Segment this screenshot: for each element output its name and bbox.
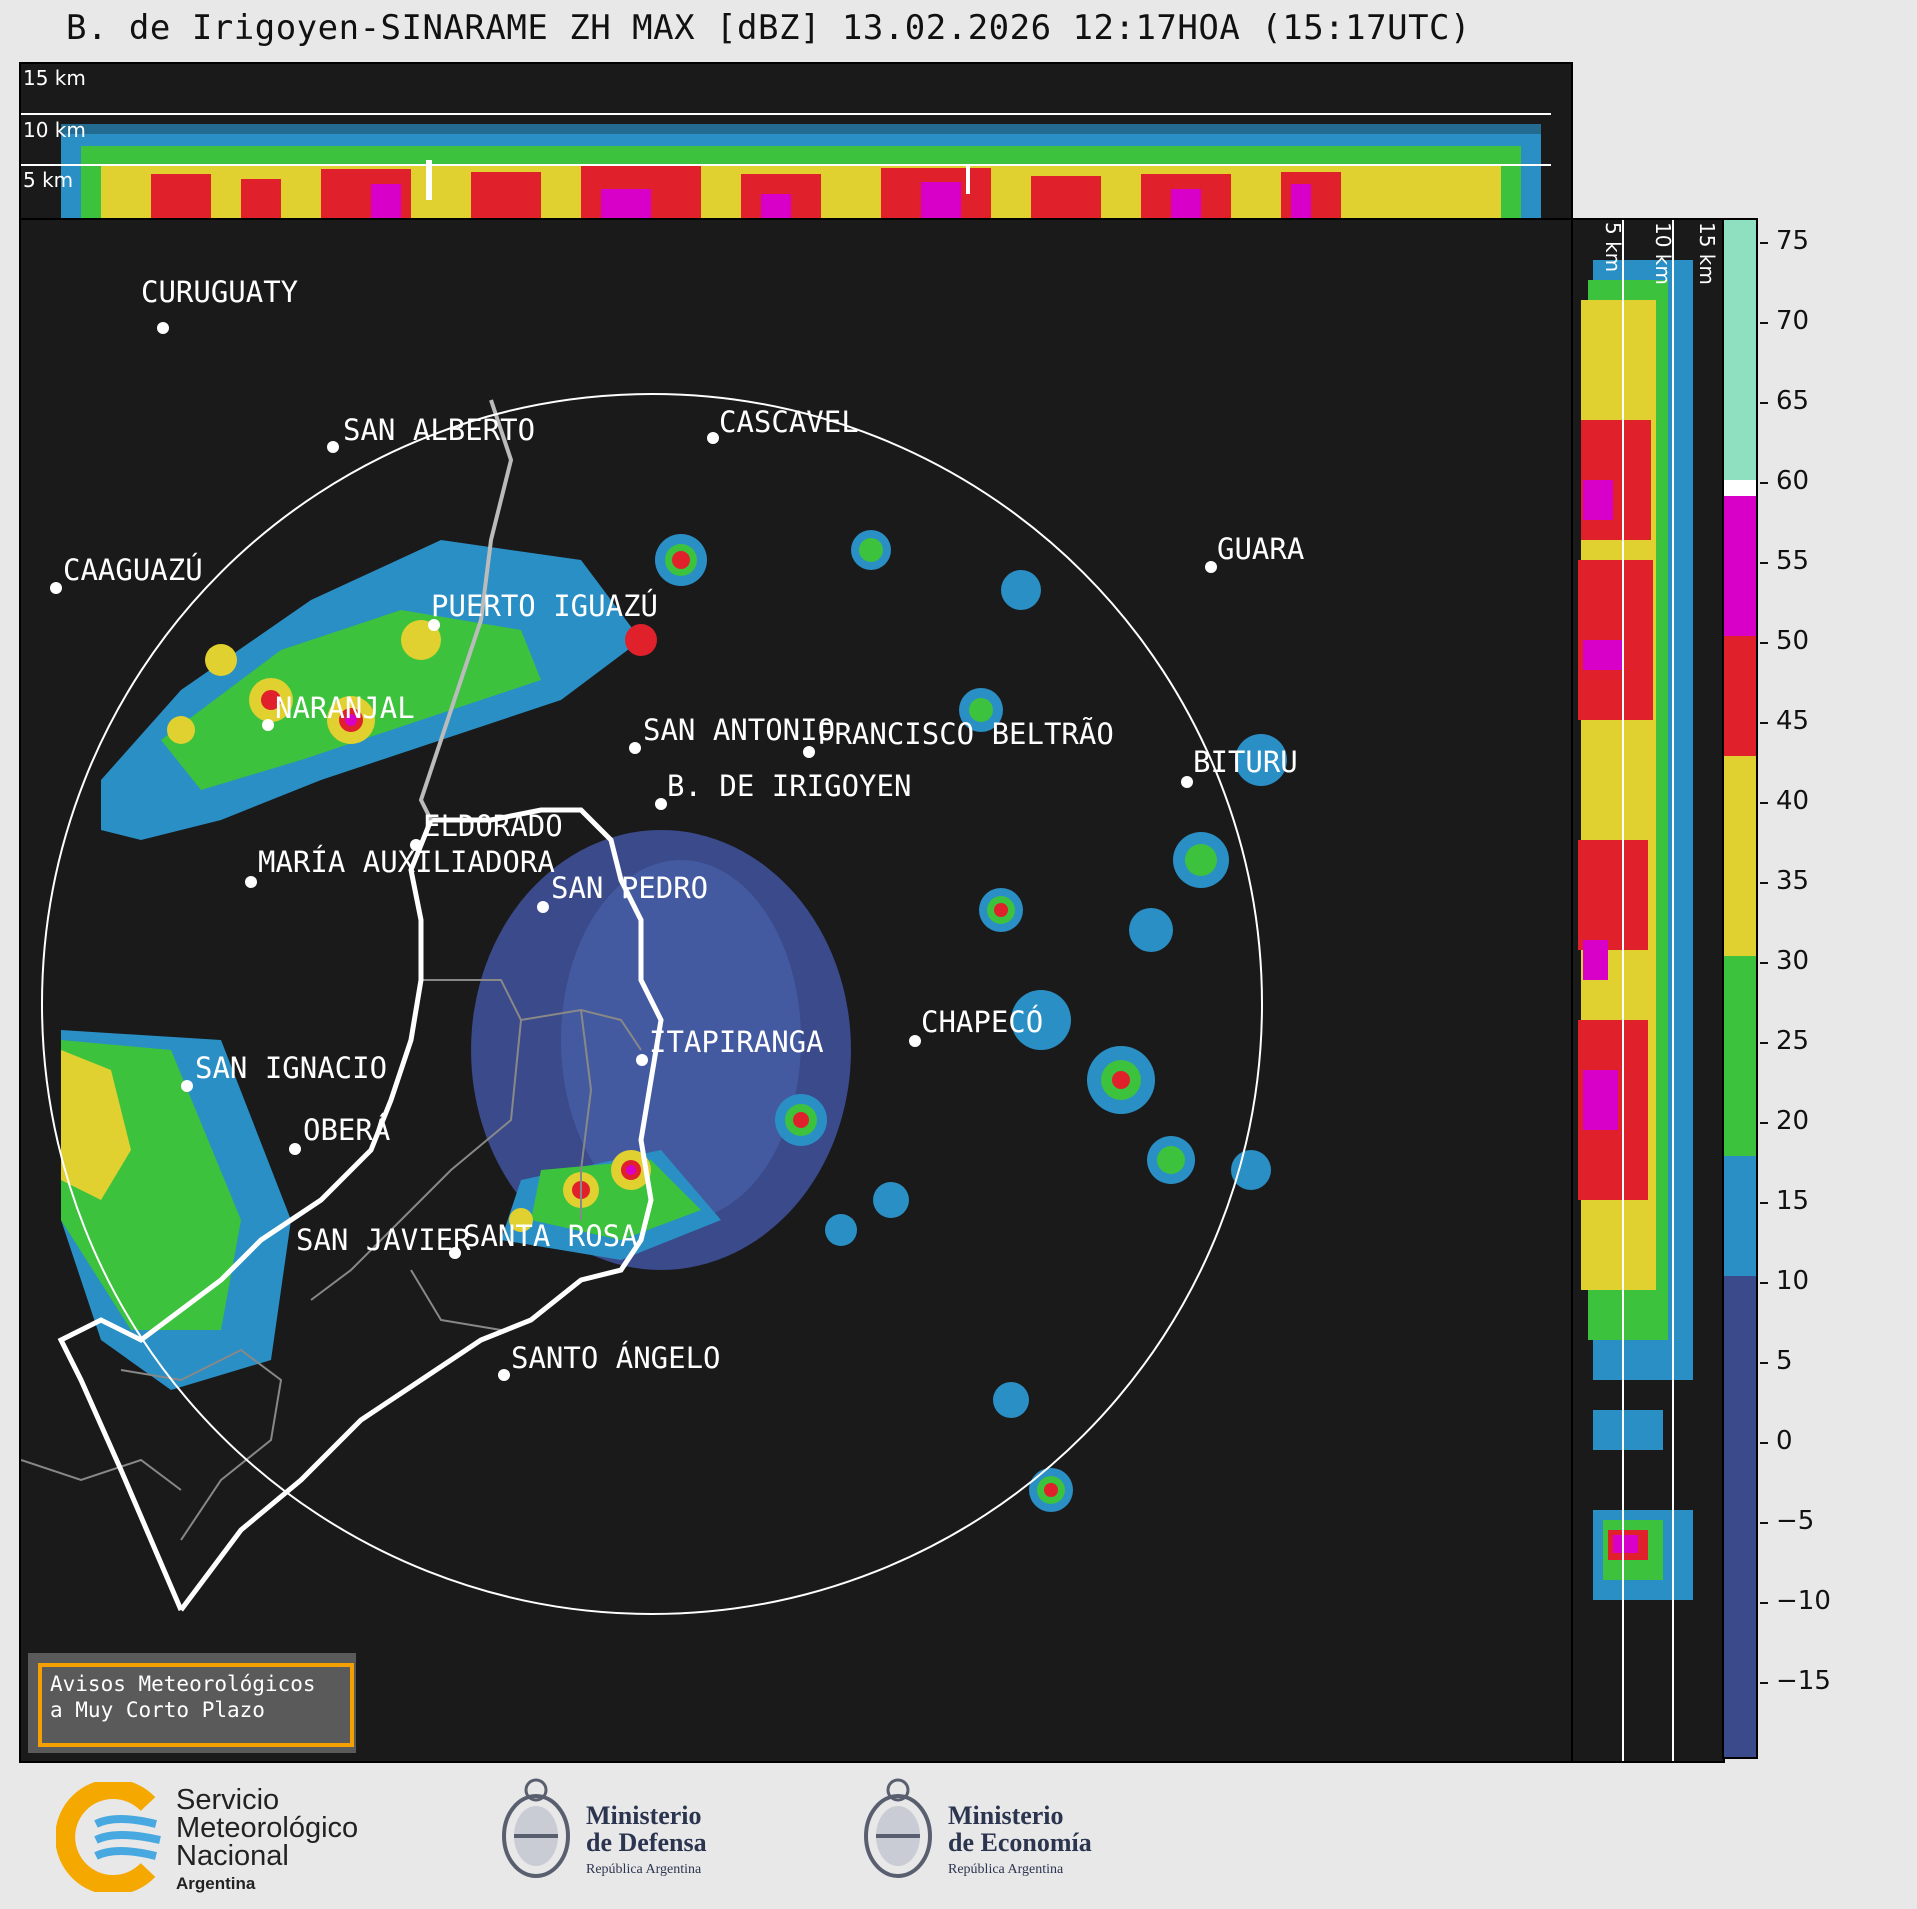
echo-field-center (471, 830, 851, 1270)
side-10km-line (1672, 220, 1674, 1761)
ministerio-economia-logo: Ministerio de Economía República Argenti… (856, 1772, 1156, 1892)
smn-logo: Servicio Meteorológico Nacional Argentin… (55, 1779, 396, 1895)
cbar-tick-label: 50 (1776, 626, 1810, 656)
echo-field-northwest (101, 540, 657, 840)
city-label-eldorado: ELDORADO (423, 809, 563, 843)
cbar-tick-label: 55 (1776, 546, 1810, 576)
avisos-label: Avisos Meteorológicos a Muy Corto Plazo (38, 1663, 354, 1747)
smn-emblem-icon (55, 1779, 161, 1895)
city-label-obera: OBERÁ (303, 1113, 390, 1147)
city-label-cascavel: CASCAVEL (719, 405, 859, 439)
city-label-francisco-beltrao: FRANCISCO BELTRÃO (817, 717, 1114, 751)
cbar-tick-label: −15 (1776, 1666, 1831, 1696)
city-label-maria-auxiliadora: MARÍA AUXILIADORA (258, 845, 555, 879)
city-label-puerto-iguazu: PUERTO IGUAZÚ (431, 589, 658, 623)
cbar-tick-label: 15 (1776, 1186, 1810, 1216)
cbar-tick-label: 70 (1776, 306, 1810, 336)
city-label-santa-rosa: SANTA ROSA (463, 1219, 638, 1253)
cbar-tick-label: 40 (1776, 786, 1810, 816)
cbar-tick-label: 20 (1776, 1106, 1810, 1136)
city-label-bituru: BITURU (1193, 745, 1298, 779)
colorbar-gradient (1724, 220, 1756, 1757)
side-5km-line (1622, 220, 1624, 1761)
top-height-label-10: 10 km (23, 118, 86, 142)
cbar-tick-label: 25 (1776, 1026, 1810, 1056)
national-shield-icon (502, 1778, 570, 1878)
city-label-san-alberto: SAN ALBERTO (343, 413, 535, 447)
smn-line-3: Nacional (176, 1840, 289, 1872)
ministerio-defensa-logo: Ministerio de Defensa República Argentin… (494, 1772, 754, 1892)
city-markers (50, 322, 1217, 1381)
top-height-label-5: 5 km (23, 168, 74, 192)
economia-line-1: Ministerio (948, 1801, 1064, 1830)
smn-line-1: Servicio (176, 1784, 280, 1816)
national-shield-icon (864, 1778, 932, 1878)
city-labels: CURUGUATY SAN ALBERTO CASCAVEL CAAGUAZÚ … (63, 275, 1304, 1375)
city-label-itapiranga: ITAPIRANGA (649, 1025, 824, 1059)
defensa-line-3: República Argentina (586, 1862, 702, 1877)
defensa-line-1: Ministerio (586, 1801, 702, 1830)
side-height-label-10: 10 km (1651, 222, 1675, 285)
top-cross-section-echoes (21, 113, 1551, 218)
cbar-tick-label: 60 (1776, 466, 1810, 496)
map-title: B. de Irigoyen-SINARAME ZH MAX [dBZ] 13.… (66, 8, 1471, 48)
economia-line-3: República Argentina (948, 1862, 1064, 1877)
radar-map-canvas: CURUGUATY SAN ALBERTO CASCAVEL CAAGUAZÚ … (21, 275, 1304, 1615)
cbar-tick-label: 35 (1776, 866, 1810, 896)
cbar-tick-label: 5 (1776, 1346, 1793, 1376)
economia-line-2: de Economía (948, 1828, 1092, 1857)
avisos-box: Avisos Meteorológicos a Muy Corto Plazo (28, 1653, 356, 1753)
side-height-label-5: 5 km (1601, 222, 1625, 273)
city-label-caaguazu: CAAGUAZÚ (63, 553, 203, 587)
cbar-tick-label: 0 (1776, 1426, 1793, 1456)
city-label-san-ignacio: SAN IGNACIO (195, 1051, 387, 1085)
paraguay-border (418, 399, 514, 821)
cbar-tick-label: −10 (1776, 1586, 1831, 1616)
smn-line-2: Meteorológico (176, 1812, 359, 1844)
side-cross-section-echoes (1578, 220, 1693, 1761)
top-cross-section-panel: 15 km 10 km 5 km (19, 62, 1573, 220)
colorbar (1722, 218, 1758, 1759)
city-label-san-javier: SAN JAVIER (296, 1223, 471, 1257)
side-height-label-15: 15 km (1695, 222, 1719, 285)
defensa-line-2: de Defensa (586, 1828, 707, 1857)
top-10km-line (21, 113, 1551, 115)
country-borders (57, 807, 664, 1612)
city-label-naranjal: NARANJAL (275, 691, 415, 725)
smn-line-4: Argentina (176, 1874, 256, 1893)
defensa-text: Ministerio de Defensa República Argentin… (586, 1802, 707, 1883)
side-cross-section-panel: 5 km 10 km 15 km (1571, 218, 1725, 1763)
city-label-curuguaty: CURUGUATY (141, 275, 298, 309)
top-5km-line (21, 164, 1551, 166)
avisos-line-2: a Muy Corto Plazo (50, 1698, 265, 1722)
city-label-san-pedro: SAN PEDRO (551, 871, 708, 905)
cbar-tick-label: −5 (1776, 1506, 1815, 1536)
city-label-b-de-irigoyen: B. DE IRIGOYEN (667, 769, 911, 803)
cbar-tick-label: 65 (1776, 386, 1810, 416)
city-label-guara: GUARA (1217, 532, 1304, 566)
radar-map: CURUGUATY SAN ALBERTO CASCAVEL CAAGUAZÚ … (19, 218, 1573, 1763)
cbar-tick-label: 10 (1776, 1266, 1810, 1296)
colorbar-tick-labels: 75 70 65 60 55 50 45 40 35 30 25 20 15 1… (1760, 218, 1910, 1759)
economia-text: Ministerio de Economía República Argenti… (948, 1802, 1092, 1883)
echo-peaks-east (672, 551, 1130, 1497)
cbar-tick-label: 45 (1776, 706, 1810, 736)
city-label-chapeco: CHAPECÓ (921, 1005, 1043, 1039)
smn-text: Servicio Meteorológico Nacional Argentin… (176, 1786, 358, 1898)
avisos-line-1: Avisos Meteorológicos (50, 1672, 316, 1696)
top-height-label-15: 15 km (23, 66, 86, 90)
city-label-santo-angelo: SANTO ÁNGELO (511, 1341, 721, 1375)
city-label-san-antonio: SAN ANTONIO (643, 713, 835, 747)
cbar-tick-label: 75 (1776, 226, 1810, 256)
cbar-tick-label: 30 (1776, 946, 1810, 976)
admin-borders (21, 979, 642, 1541)
range-ring (41, 393, 1263, 1615)
